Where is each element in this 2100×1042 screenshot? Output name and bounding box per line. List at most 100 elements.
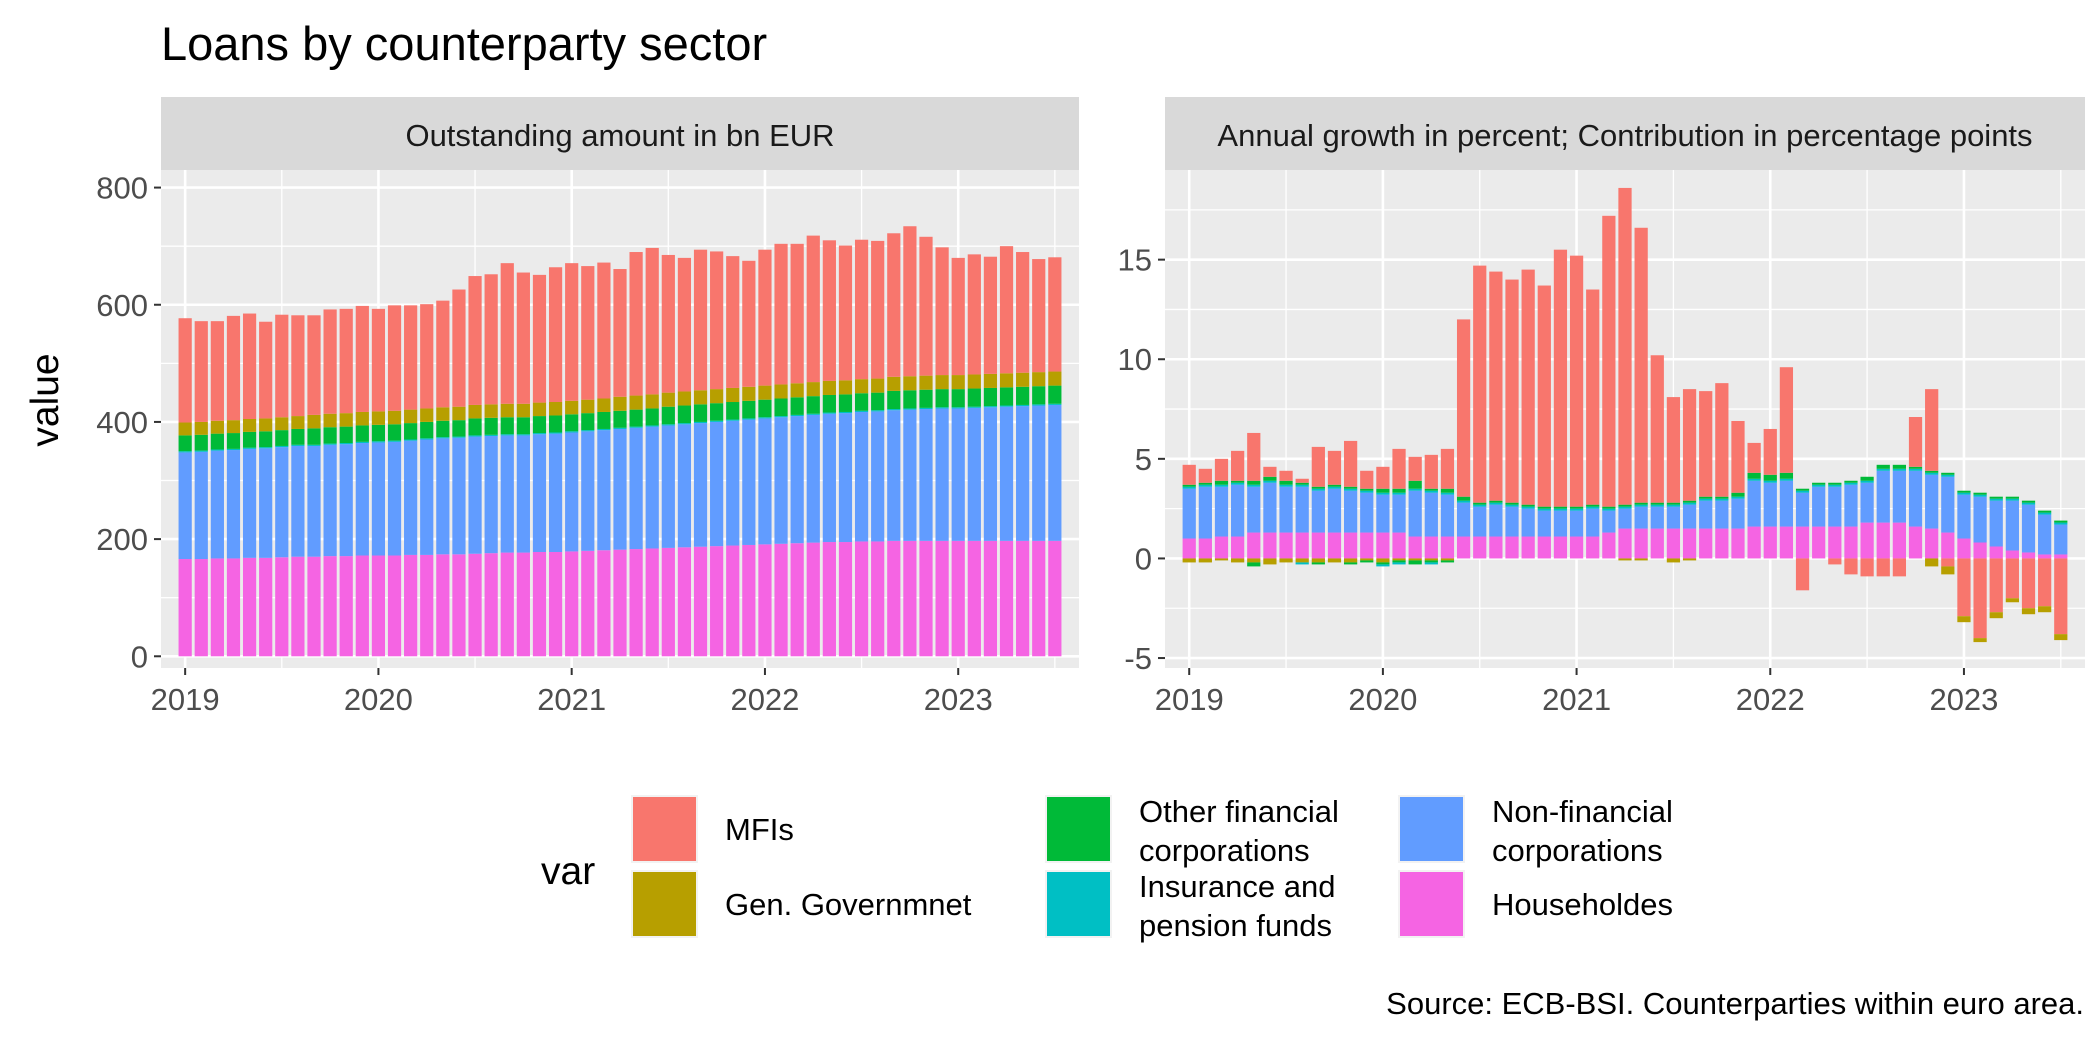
bar-segment (532, 551, 547, 657)
bar-segment (581, 399, 595, 414)
bar-segment (774, 398, 788, 417)
legend-label: Householdes (1492, 887, 1673, 922)
bar-segment (387, 424, 402, 441)
bar-segment (1650, 504, 1664, 507)
bar-segment (999, 540, 1014, 657)
bar-segment (1440, 494, 1455, 537)
bar-segment (339, 556, 353, 657)
bar-segment (1989, 496, 2003, 499)
bar-segment (1892, 470, 1907, 523)
y-tick-label: 15 (1118, 243, 1152, 278)
bar-segment (565, 431, 579, 433)
bar-segment (1247, 480, 1261, 485)
bar-segment (1699, 498, 1713, 501)
bar-segment (1925, 470, 1939, 473)
bar-segment (1295, 484, 1309, 487)
bar-segment (323, 443, 337, 445)
bar-segment (1360, 490, 1374, 493)
bar-segment (1327, 486, 1342, 489)
bar-segment (806, 542, 820, 657)
bar-segment (581, 550, 595, 657)
bar-segment (1376, 532, 1390, 559)
bar-segment (1844, 480, 1858, 483)
bar-segment (194, 421, 208, 435)
bar-segment (822, 240, 836, 381)
bar-segment (452, 420, 466, 437)
bar-segment (500, 552, 514, 657)
panel-1-bars (178, 226, 1062, 657)
bar-segment (452, 436, 466, 438)
bar-segment (1989, 498, 2003, 501)
bar-segment (194, 559, 208, 657)
bar-segment (871, 392, 885, 411)
bar-segment (903, 226, 917, 377)
bar-segment (822, 413, 836, 543)
bar-segment (871, 541, 885, 657)
bar-segment (919, 407, 933, 410)
bar-segment (790, 397, 804, 415)
bar-segment (1182, 538, 1196, 559)
bar-segment (1908, 417, 1923, 467)
bar-segment (1682, 502, 1697, 505)
bar-segment (339, 308, 353, 414)
bar-segment (661, 425, 675, 548)
bar-segment (790, 243, 804, 384)
bar-segment (2005, 598, 2019, 603)
bar-segment (259, 447, 273, 449)
bar-segment (951, 375, 965, 390)
bar-segment (1618, 506, 1632, 509)
bar-segment (548, 415, 563, 433)
bar-segment (1048, 385, 1062, 404)
bar-segment (1779, 472, 1794, 479)
bar-segment (806, 235, 820, 383)
bar-segment (1032, 259, 1046, 373)
legend-label: corporations (1492, 833, 1663, 868)
bar-segment (1908, 526, 1923, 559)
bar-segment (259, 431, 273, 448)
bar-segment (242, 448, 257, 558)
bar-segment (1440, 560, 1455, 563)
bar-segment (871, 378, 885, 393)
bar-segment (1925, 474, 1939, 529)
bar-segment (1957, 490, 1971, 493)
bar-segment (854, 239, 869, 380)
bar-segment (1016, 540, 1030, 657)
bar-segment (565, 551, 579, 657)
bar-segment (1048, 540, 1062, 657)
bar-segment (452, 406, 466, 421)
bar-segment (983, 406, 998, 408)
legend-label: Insurance and (1139, 869, 1335, 904)
bar-segment (1957, 538, 1971, 559)
bar-segment (919, 236, 933, 376)
bar-segment (484, 553, 498, 657)
bar-segment (1812, 486, 1826, 527)
bar-segment (1941, 472, 1955, 475)
y-tick-label: 5 (1135, 442, 1152, 477)
bar-segment (1424, 454, 1438, 489)
bar-segment (1424, 560, 1438, 563)
bar-segment (726, 420, 740, 546)
bar-segment (1392, 448, 1406, 489)
bar-segment (661, 406, 675, 425)
bar-segment (1586, 508, 1600, 537)
bar-segment (532, 274, 547, 403)
bar-segment (1553, 536, 1568, 559)
bar-segment (613, 549, 627, 657)
bar-segment (516, 417, 530, 435)
bar-segment (178, 559, 192, 657)
bar-segment (854, 541, 869, 657)
bar-segment (226, 450, 241, 559)
bar-segment (967, 406, 981, 408)
bar-segment (951, 408, 965, 541)
bar-segment (774, 543, 788, 657)
bar-segment (1763, 482, 1777, 527)
panel-2-x-axis: 2019 2020 2021 2022 2023 (1155, 668, 1998, 717)
bar-segment (1715, 496, 1729, 499)
bar-segment (468, 404, 482, 419)
bar-segment (532, 402, 547, 417)
bar-segment (1699, 528, 1713, 559)
bar-segment (951, 407, 965, 409)
bar-segment (1473, 506, 1487, 537)
bar-segment (1408, 558, 1422, 561)
bar-segment (275, 557, 289, 657)
